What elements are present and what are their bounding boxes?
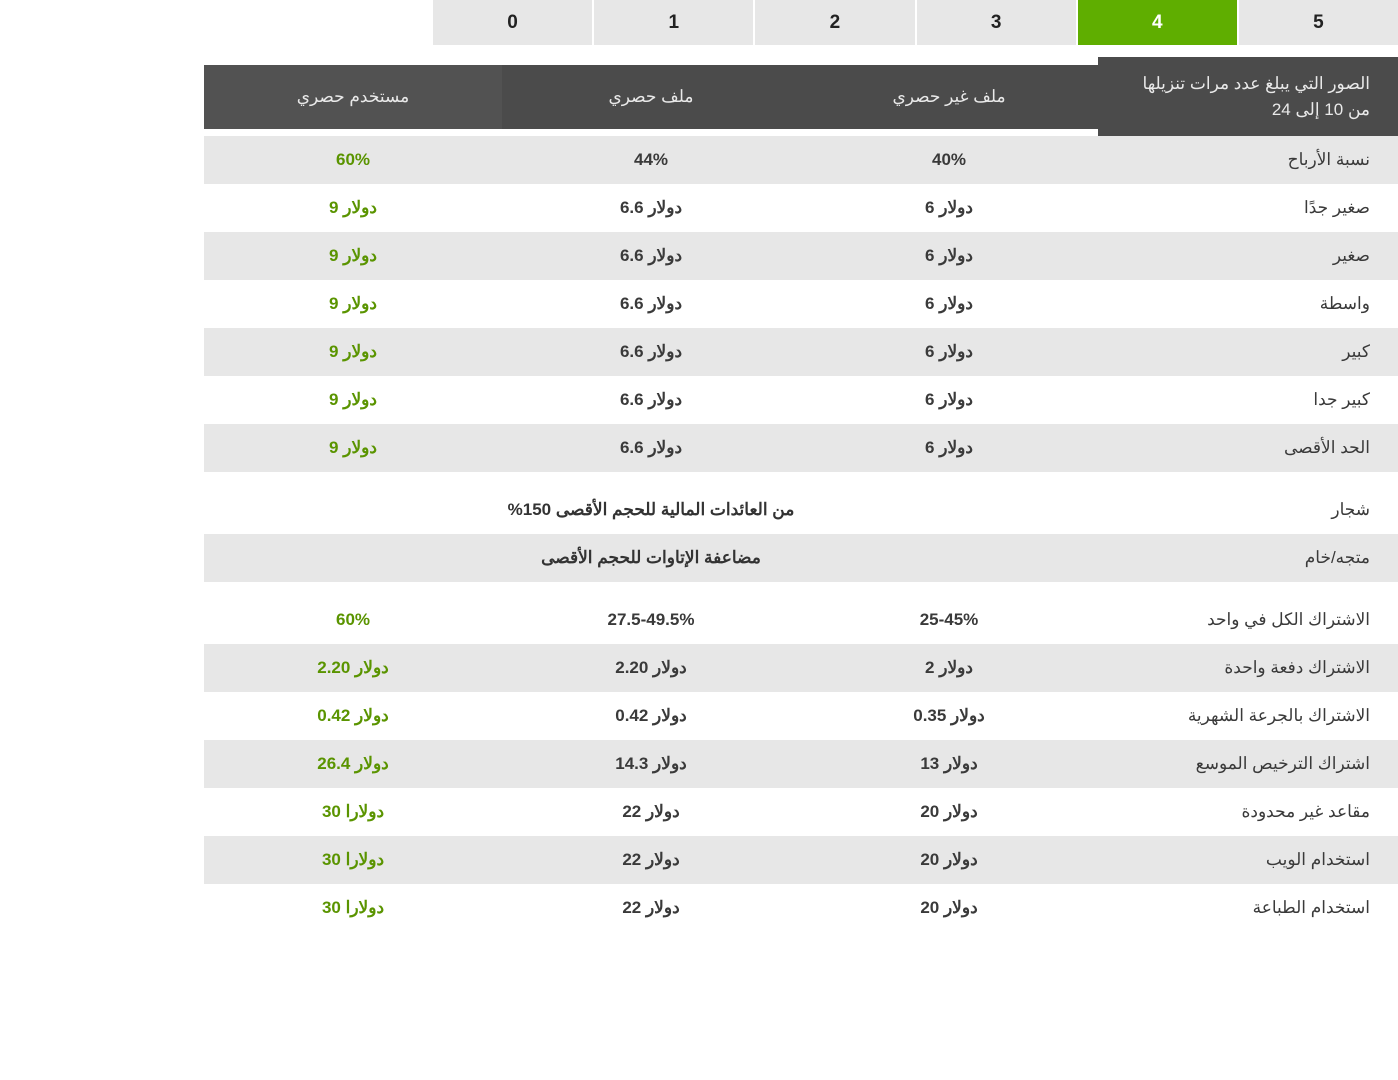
table-row: استخدام الويبدولار 20دولار 22دولارا 30 xyxy=(204,836,1398,884)
row-col-exclusive-file: دولار 6.6 xyxy=(502,280,800,328)
table-row: صغير جدًادولار 6دولار 6.6دولار 9 xyxy=(204,184,1398,232)
row-col-nonexclusive: دولار 0.35 xyxy=(800,692,1098,740)
row-col-nonexclusive: دولار 6 xyxy=(800,328,1098,376)
row-label: استخدام الويب xyxy=(1098,836,1398,884)
row-col-exclusive-file: دولار 0.42 xyxy=(502,692,800,740)
row-col-exclusive-user: دولارا 30 xyxy=(204,836,502,884)
row-col-exclusive-file: دولار 6.6 xyxy=(502,328,800,376)
row-col-exclusive-user: دولارا 30 xyxy=(204,884,502,932)
row-label: نسبة الأرباح xyxy=(1098,136,1398,184)
table-row: الحد الأقصىدولار 6دولار 6.6دولار 9 xyxy=(204,424,1398,472)
row-label: صغير جدًا xyxy=(1098,184,1398,232)
span-row-vector: متجه/خام مضاعفة الإتاوات للحجم الأقصى xyxy=(204,534,1398,582)
table-row: صغيردولار 6دولار 6.6دولار 9 xyxy=(204,232,1398,280)
row-col-nonexclusive: دولار 20 xyxy=(800,788,1098,836)
page-root: 0 1 2 3 4 5 الصور التي يبلغ عدد مرات تنز… xyxy=(0,0,1398,932)
row-col-exclusive-file: 44% xyxy=(502,136,800,184)
tab-2[interactable]: 2 xyxy=(755,0,916,45)
table-row: استخدام الطباعةدولار 20دولار 22دولارا 30 xyxy=(204,884,1398,932)
row-col-exclusive-user: 60% xyxy=(204,136,502,184)
earnings-table: الصور التي يبلغ عدد مرات تنزيلها من 10 إ… xyxy=(204,57,1398,932)
table-row: الاشتراك الكل في واحد25-45%27.5-49.5%60% xyxy=(204,596,1398,644)
row-col-exclusive-user: دولار 9 xyxy=(204,376,502,424)
tab-5[interactable]: 5 xyxy=(1239,0,1398,45)
row-label: الحد الأقصى xyxy=(1098,424,1398,472)
row-col-exclusive-user: 60% xyxy=(204,596,502,644)
row-col-exclusive-user: دولارا 30 xyxy=(204,788,502,836)
row-col-exclusive-user: دولار 0.42 xyxy=(204,692,502,740)
tab-1[interactable]: 1 xyxy=(594,0,755,45)
row-col-nonexclusive: دولار 6 xyxy=(800,280,1098,328)
row-label: كبير xyxy=(1098,328,1398,376)
tab-3[interactable]: 3 xyxy=(917,0,1078,45)
row-col-exclusive-file: دولار 22 xyxy=(502,836,800,884)
row-col-exclusive-user: دولار 9 xyxy=(204,280,502,328)
section-gap xyxy=(204,582,1398,596)
table-row: الاشتراك بالجرعة الشهريةدولار 0.35دولار … xyxy=(204,692,1398,740)
row-col-exclusive-file: دولار 14.3 xyxy=(502,740,800,788)
table-row: واسطةدولار 6دولار 6.6دولار 9 xyxy=(204,280,1398,328)
row-col-exclusive-file: دولار 22 xyxy=(502,788,800,836)
row-label: مقاعد غير محدودة xyxy=(1098,788,1398,836)
span-row-text: مضاعفة الإتاوات للحجم الأقصى xyxy=(204,534,1098,582)
row-col-exclusive-file: دولار 22 xyxy=(502,884,800,932)
section-gap xyxy=(204,472,1398,486)
row-col-exclusive-file: 27.5-49.5% xyxy=(502,596,800,644)
row-label: الاشتراك بالجرعة الشهرية xyxy=(1098,692,1398,740)
earnings-rows-top: نسبة الأرباح40%44%60%صغير جدًادولار 6دول… xyxy=(204,136,1398,472)
header-col-exclusive-file: ملف حصري xyxy=(502,65,800,129)
row-col-nonexclusive: دولار 6 xyxy=(800,232,1098,280)
row-col-exclusive-user: دولار 26.4 xyxy=(204,740,502,788)
header-col-nonexclusive: ملف غير حصري xyxy=(800,65,1098,129)
row-col-nonexclusive: دولار 13 xyxy=(800,740,1098,788)
level-tabs: 0 1 2 3 4 5 xyxy=(433,0,1398,45)
header-col-exclusive-user: مستخدم حصري xyxy=(204,65,502,129)
row-col-nonexclusive: 25-45% xyxy=(800,596,1098,644)
table-row: اشتراك الترخيص الموسعدولار 13دولار 14.3د… xyxy=(204,740,1398,788)
row-col-nonexclusive: دولار 6 xyxy=(800,376,1098,424)
row-label: الاشتراك الكل في واحد xyxy=(1098,596,1398,644)
row-label: صغير xyxy=(1098,232,1398,280)
row-col-nonexclusive: دولار 2 xyxy=(800,644,1098,692)
row-label: اشتراك الترخيص الموسع xyxy=(1098,740,1398,788)
tab-0[interactable]: 0 xyxy=(433,0,594,45)
span-row-shijar: شجار من العائدات المالية للحجم الأقصى 15… xyxy=(204,486,1398,534)
span-row-text: من العائدات المالية للحجم الأقصى 150% xyxy=(204,486,1098,534)
table-row: مقاعد غير محدودةدولار 20دولار 22دولارا 3… xyxy=(204,788,1398,836)
row-label: كبير جدا xyxy=(1098,376,1398,424)
row-col-exclusive-file: دولار 2.20 xyxy=(502,644,800,692)
row-label: الاشتراك دفعة واحدة xyxy=(1098,644,1398,692)
row-col-exclusive-file: دولار 6.6 xyxy=(502,376,800,424)
row-col-nonexclusive: دولار 20 xyxy=(800,836,1098,884)
row-col-exclusive-file: دولار 6.6 xyxy=(502,424,800,472)
table-row: الاشتراك دفعة واحدةدولار 2دولار 2.20دولا… xyxy=(204,644,1398,692)
row-col-nonexclusive: 40% xyxy=(800,136,1098,184)
row-col-nonexclusive: دولار 20 xyxy=(800,884,1098,932)
table-row: نسبة الأرباح40%44%60% xyxy=(204,136,1398,184)
row-col-exclusive-user: دولار 9 xyxy=(204,328,502,376)
row-col-exclusive-user: دولار 9 xyxy=(204,232,502,280)
row-label: استخدام الطباعة xyxy=(1098,884,1398,932)
row-col-exclusive-user: دولار 2.20 xyxy=(204,644,502,692)
tab-4[interactable]: 4 xyxy=(1078,0,1239,45)
row-label: واسطة xyxy=(1098,280,1398,328)
span-row-label: متجه/خام xyxy=(1098,534,1398,582)
table-row: كبيردولار 6دولار 6.6دولار 9 xyxy=(204,328,1398,376)
row-col-exclusive-file: دولار 6.6 xyxy=(502,232,800,280)
row-col-nonexclusive: دولار 6 xyxy=(800,184,1098,232)
earnings-rows-bottom: الاشتراك الكل في واحد25-45%27.5-49.5%60%… xyxy=(204,596,1398,932)
row-col-exclusive-user: دولار 9 xyxy=(204,184,502,232)
table-header-row: الصور التي يبلغ عدد مرات تنزيلها من 10 إ… xyxy=(204,57,1398,136)
span-row-label: شجار xyxy=(1098,486,1398,534)
row-col-exclusive-user: دولار 9 xyxy=(204,424,502,472)
table-row: كبير جدادولار 6دولار 6.6دولار 9 xyxy=(204,376,1398,424)
row-col-exclusive-file: دولار 6.6 xyxy=(502,184,800,232)
row-col-nonexclusive: دولار 6 xyxy=(800,424,1098,472)
header-label: الصور التي يبلغ عدد مرات تنزيلها من 10 إ… xyxy=(1098,57,1398,136)
